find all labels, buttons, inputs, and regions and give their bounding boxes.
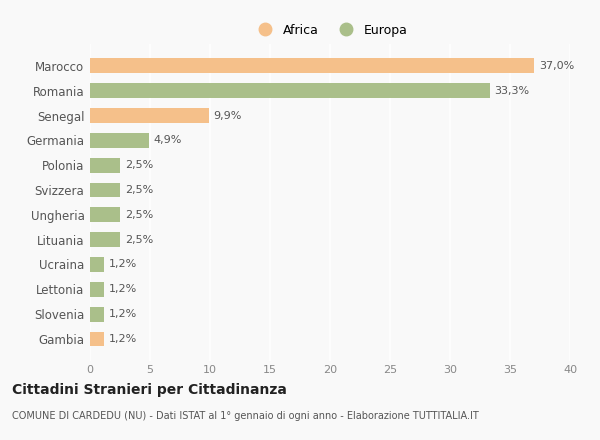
Text: 2,5%: 2,5% xyxy=(125,210,153,220)
Text: 1,2%: 1,2% xyxy=(109,309,137,319)
Text: 1,2%: 1,2% xyxy=(109,284,137,294)
Bar xyxy=(90,158,120,172)
Text: 1,2%: 1,2% xyxy=(109,260,137,269)
Bar xyxy=(90,232,120,247)
Legend: Africa, Europa: Africa, Europa xyxy=(248,18,412,41)
Text: Cittadini Stranieri per Cittadinanza: Cittadini Stranieri per Cittadinanza xyxy=(12,383,287,397)
Text: 2,5%: 2,5% xyxy=(125,235,153,245)
Text: 9,9%: 9,9% xyxy=(214,110,242,121)
Bar xyxy=(90,257,104,272)
Bar xyxy=(90,207,120,222)
Text: 2,5%: 2,5% xyxy=(125,160,153,170)
Bar xyxy=(90,282,104,297)
Bar xyxy=(90,307,104,322)
Bar xyxy=(90,83,490,98)
Bar xyxy=(90,331,104,346)
Bar xyxy=(90,183,120,198)
Text: 33,3%: 33,3% xyxy=(494,86,530,95)
Bar xyxy=(90,108,209,123)
Text: 2,5%: 2,5% xyxy=(125,185,153,195)
Text: 1,2%: 1,2% xyxy=(109,334,137,344)
Text: COMUNE DI CARDEDU (NU) - Dati ISTAT al 1° gennaio di ogni anno - Elaborazione TU: COMUNE DI CARDEDU (NU) - Dati ISTAT al 1… xyxy=(12,411,479,422)
Bar xyxy=(90,133,149,148)
Text: 37,0%: 37,0% xyxy=(539,61,574,71)
Bar xyxy=(90,59,534,73)
Text: 4,9%: 4,9% xyxy=(154,136,182,145)
